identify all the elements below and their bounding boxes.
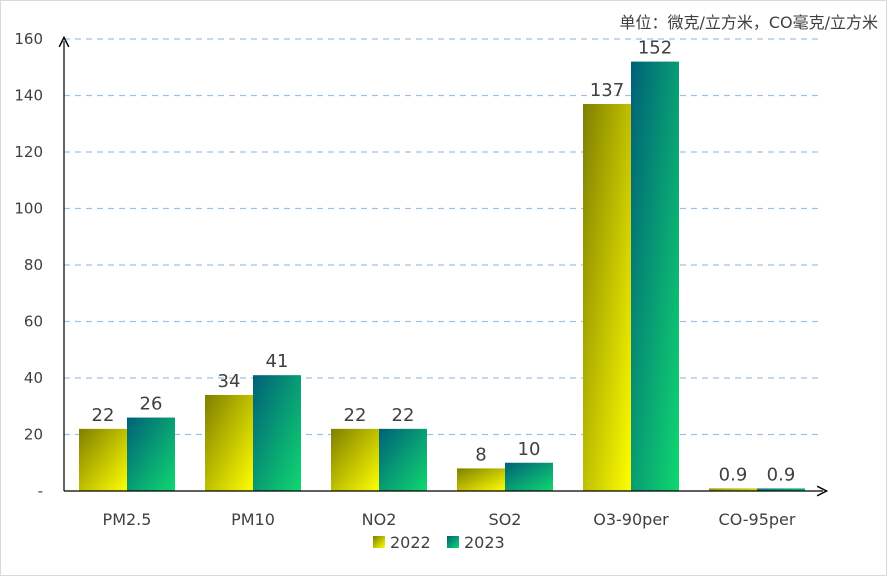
data-label: 137 — [590, 80, 624, 101]
bar-2023 — [127, 417, 175, 491]
data-label: 152 — [638, 38, 672, 59]
gridlines — [64, 38, 823, 436]
bar-2023 — [631, 61, 679, 491]
legend-swatch-2022 — [373, 536, 385, 548]
y-tick-label: 100 — [14, 200, 43, 218]
y-tick-label: 120 — [14, 143, 43, 161]
data-label: 22 — [344, 405, 367, 426]
data-label: 26 — [140, 394, 163, 415]
y-tick-label: 60 — [24, 313, 43, 331]
x-axis-categories: PM2.5 PM10 NO2 SO2 O3-90per CO-95per — [103, 510, 796, 529]
bar-2023 — [505, 462, 553, 491]
bar-2022 — [79, 428, 127, 491]
bar-2022 — [205, 394, 253, 491]
bar-2023 — [379, 428, 427, 491]
x-category-label: O3-90per — [593, 510, 669, 529]
y-tick-label: - — [38, 482, 43, 500]
x-category-label: NO2 — [362, 510, 397, 529]
x-category-label: PM10 — [231, 510, 275, 529]
x-category-label: PM2.5 — [103, 510, 152, 529]
y-tick-label: 40 — [24, 369, 43, 387]
bar-2022 — [457, 468, 505, 491]
data-label: 0.9 — [767, 464, 796, 485]
bar-2023 — [253, 375, 301, 491]
legend-label-2023: 2023 — [464, 533, 505, 552]
unit-note: 单位：微克/立方米，CO毫克/立方米 — [619, 13, 878, 32]
x-category-label: CO-95per — [719, 510, 796, 529]
data-label: 8 — [475, 444, 486, 465]
bar-2022 — [709, 488, 757, 491]
bar-2022 — [583, 103, 631, 491]
data-label: 34 — [218, 371, 241, 392]
bars — [79, 61, 805, 491]
data-label: 41 — [266, 351, 289, 372]
data-labels: 22 26 34 41 22 22 8 10 137 152 0.9 0.9 — [92, 38, 796, 486]
data-label: 22 — [392, 405, 415, 426]
y-tick-label: 160 — [14, 30, 43, 48]
bar-2022 — [331, 428, 379, 491]
y-tick-label: 80 — [24, 256, 43, 274]
data-label: 10 — [518, 439, 541, 460]
data-label: 22 — [92, 405, 115, 426]
data-label: 0.9 — [719, 464, 748, 485]
legend-label-2022: 2022 — [390, 533, 431, 552]
y-axis-ticks: - 20 40 60 80 100 120 140 160 — [14, 30, 43, 500]
bar-2023 — [757, 488, 805, 491]
x-category-label: SO2 — [489, 510, 522, 529]
legend-swatch-2023 — [447, 536, 459, 548]
y-tick-label: 140 — [14, 87, 43, 105]
y-tick-label: 20 — [24, 426, 43, 444]
legend: 2022 2023 — [373, 533, 505, 552]
